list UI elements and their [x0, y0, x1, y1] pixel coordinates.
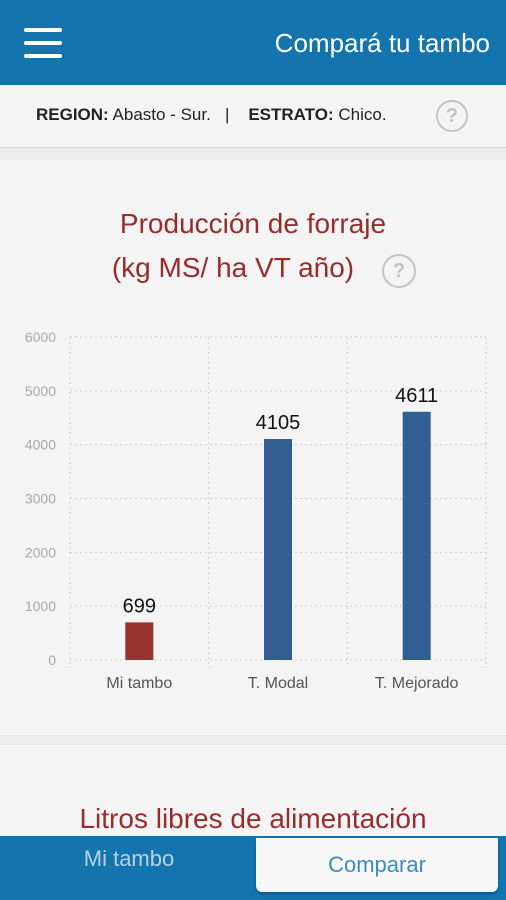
free-liters-card: Litros libres de alimentación — [0, 745, 506, 845]
bar-data-label: 699 — [123, 595, 156, 617]
app-bar: Compará tu tambo — [0, 0, 506, 85]
y-tick-label: 5000 — [25, 383, 56, 399]
bottom-tab-bar: Mi tambo Comparar — [0, 836, 506, 900]
bar-mi-tambo — [125, 622, 154, 660]
y-tick-label: 6000 — [25, 329, 56, 345]
hamburger-menu-icon[interactable] — [24, 28, 62, 58]
filter-summary: REGION: Abasto - Sur. | ESTRATO: Chico. — [36, 105, 387, 125]
region-label: REGION: — [36, 105, 109, 124]
chart-title-line1: Producción de forraje — [119, 208, 387, 239]
app-title: Compará tu tambo — [274, 28, 490, 58]
bar-t-mejorado — [402, 411, 431, 660]
forage-bar-chart: 0 1000 2000 3000 4000 5000 6000 699 Mi tambo 4105… — [25, 329, 487, 692]
estrato-label: ESTRATO: — [248, 105, 334, 124]
region-value: Abasto - Sur. — [112, 105, 211, 124]
estrato-value: Chico. — [338, 105, 387, 124]
filter-bar: REGION: Abasto - Sur. | ESTRATO: Chico. … — [0, 85, 506, 148]
chart-title-line2: (kg MS/ ha VT año) — [111, 252, 355, 283]
y-tick-label: 3000 — [25, 491, 56, 507]
filter-help-icon[interactable]: ? — [436, 100, 468, 132]
tab-comparar[interactable]: Comparar — [256, 838, 498, 892]
x-category-label: T. Modal — [248, 675, 308, 692]
bar-data-label: 4611 — [395, 385, 438, 407]
y-tick-label: 0 — [48, 652, 56, 668]
forage-production-card: Producción de forraje (kg MS/ ha VT año)… — [0, 160, 506, 735]
filter-separator: | — [224, 105, 230, 124]
bar-t-modal — [264, 439, 292, 660]
y-tick-label: 4000 — [25, 437, 56, 453]
bar-data-label: 4105 — [256, 412, 301, 434]
x-category-label: Mi tambo — [106, 675, 172, 692]
x-category-label: T. Mejorado — [375, 675, 459, 692]
next-card-title: Litros libres de alimentación — [79, 803, 427, 834]
chart-help-icon[interactable]: ? — [382, 254, 416, 288]
y-tick-label: 2000 — [25, 544, 56, 560]
tab-mi-tambo[interactable]: Mi tambo — [83, 846, 175, 871]
y-tick-label: 1000 — [25, 598, 56, 614]
